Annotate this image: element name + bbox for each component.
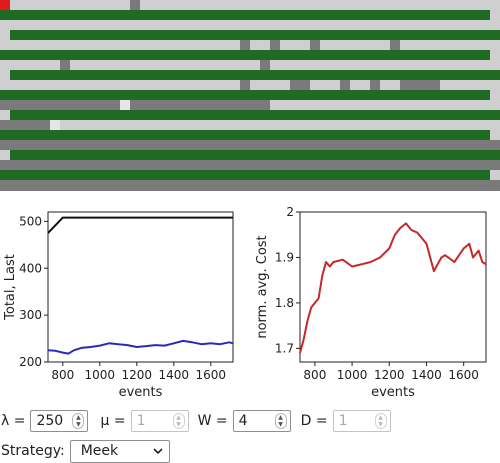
w-stepper-icon[interactable]: ▲ ▼ xyxy=(274,413,287,429)
lambda-label: λ = xyxy=(1,413,26,429)
lane-blocks xyxy=(0,0,500,191)
d-value: 1 xyxy=(338,413,348,429)
w-spinbox[interactable]: 4 ▲ ▼ xyxy=(232,410,291,432)
left-chart-x-tick-label: 1000 xyxy=(85,368,116,382)
left-chart-x-tick-label: 1600 xyxy=(196,368,227,382)
d-label: D = xyxy=(300,413,328,429)
left-chart-plot-frame xyxy=(47,211,234,363)
strategy-value: Meek xyxy=(80,443,119,459)
w-value: 4 xyxy=(238,413,248,429)
d-spinbox[interactable]: 1 ▲ ▼ xyxy=(332,410,391,432)
left-chart-y-tick-label: 200 xyxy=(19,355,42,369)
strategy-row: Strategy: Meek xyxy=(0,439,170,463)
left-chart-x-tick-label: 800 xyxy=(51,368,74,382)
cost-chart: 800 1000 1200 1400 1600 1.7 1.8 1.9 2 events norm.… xyxy=(255,205,487,400)
right-chart-y-tick-label: 1.9 xyxy=(275,250,294,264)
mu-stepper-icon[interactable]: ▲ ▼ xyxy=(172,413,185,429)
strategy-select[interactable]: Meek xyxy=(69,439,170,463)
right-chart-x-tick-label: 800 xyxy=(303,368,326,382)
right-chart-y-tick-label: 1.8 xyxy=(275,296,294,310)
left-chart-series-last xyxy=(47,339,234,355)
right-chart-series-cost xyxy=(299,222,487,354)
left-chart-y-tick-label: 300 xyxy=(19,308,42,322)
chevron-down-icon xyxy=(153,447,163,454)
right-chart-y-tick-label: 2 xyxy=(286,205,294,219)
left-chart-y-tick-label: 400 xyxy=(19,261,42,275)
left-chart-y-axis-label: Total, Last xyxy=(3,254,18,321)
lane-marker xyxy=(0,0,10,10)
left-chart-series-total xyxy=(47,216,233,234)
right-chart-x-tick-label: 1400 xyxy=(411,368,442,382)
lambda-value: 250 xyxy=(36,413,64,429)
d-stepper-icon[interactable]: ▲ ▼ xyxy=(374,413,387,429)
parameters-row: λ = 250 ▲ ▼ μ = 1 ▲ ▼ W = 4 ▲ ▼ D = 1 ▲ ▼ xyxy=(0,409,391,433)
left-chart-x-tick-label: 1400 xyxy=(159,368,190,382)
left-chart-y-tick-label: 500 xyxy=(19,214,42,228)
lane-bars xyxy=(0,10,500,180)
total-last-chart: 800 1000 1200 1400 1600 200 300 400 500 events Tot… xyxy=(3,211,234,400)
strategy-label: Strategy: xyxy=(1,443,65,459)
right-chart-x-tick-label: 1000 xyxy=(337,368,368,382)
left-chart-x-tick-label: 1200 xyxy=(122,368,153,382)
lambda-spinbox[interactable]: 250 ▲ ▼ xyxy=(30,410,89,432)
mu-spinbox[interactable]: 1 ▲ ▼ xyxy=(130,410,189,432)
right-chart-y-axis-label: norm. avg. Cost xyxy=(255,235,270,338)
lambda-stepper-icon[interactable]: ▲ ▼ xyxy=(72,413,85,429)
left-chart-x-axis-label: events xyxy=(119,385,163,400)
right-chart-plot-frame xyxy=(299,211,487,363)
lane-gaps xyxy=(50,100,130,130)
mu-value: 1 xyxy=(136,413,146,429)
right-chart-x-tick-label: 1600 xyxy=(448,368,479,382)
right-chart-x-tick-label: 1200 xyxy=(374,368,405,382)
right-chart-y-tick-label: 1.7 xyxy=(275,341,294,355)
right-chart-x-axis-label: events xyxy=(371,385,415,400)
w-label: W = xyxy=(197,413,228,429)
lanes-visualization xyxy=(0,0,500,191)
mu-label: μ = xyxy=(100,413,126,429)
